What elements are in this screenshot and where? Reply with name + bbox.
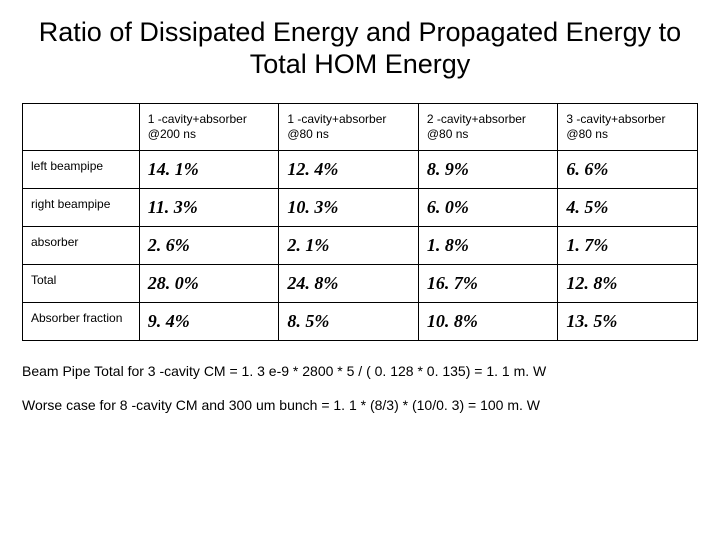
col-header: 3 -cavity+absorber @80 ns (558, 103, 698, 150)
col-header: 2 -cavity+absorber @80 ns (418, 103, 558, 150)
row-label: absorber (23, 226, 140, 264)
table-cell: 2. 1% (279, 226, 419, 264)
table-cell: 4. 5% (558, 188, 698, 226)
page-title: Ratio of Dissipated Energy and Propagate… (22, 16, 698, 81)
col-header: 1 -cavity+absorber @80 ns (279, 103, 419, 150)
table-cell: 10. 8% (418, 302, 558, 340)
table-cell: 9. 4% (139, 302, 279, 340)
table-cell: 2. 6% (139, 226, 279, 264)
table-cell: 1. 8% (418, 226, 558, 264)
row-label: Absorber fraction (23, 302, 140, 340)
table-cell: 14. 1% (139, 150, 279, 188)
table-cell: 10. 3% (279, 188, 419, 226)
table-cell: 24. 8% (279, 264, 419, 302)
col-header: 1 -cavity+absorber @200 ns (139, 103, 279, 150)
row-label: right beampipe (23, 188, 140, 226)
table-cell: 6. 0% (418, 188, 558, 226)
table-cell: 6. 6% (558, 150, 698, 188)
energy-ratio-table: 1 -cavity+absorber @200 ns 1 -cavity+abs… (22, 103, 698, 341)
table-cell: 11. 3% (139, 188, 279, 226)
table-cell: 1. 7% (558, 226, 698, 264)
table-cell: 16. 7% (418, 264, 558, 302)
table-row: right beampipe 11. 3% 10. 3% 6. 0% 4. 5% (23, 188, 698, 226)
row-label: left beampipe (23, 150, 140, 188)
table-cell: 13. 5% (558, 302, 698, 340)
table-cell: 8. 5% (279, 302, 419, 340)
table-cell: 28. 0% (139, 264, 279, 302)
row-label: Total (23, 264, 140, 302)
table-row: left beampipe 14. 1% 12. 4% 8. 9% 6. 6% (23, 150, 698, 188)
table-cell: 12. 8% (558, 264, 698, 302)
footnote-line: Beam Pipe Total for 3 -cavity CM = 1. 3 … (22, 363, 698, 379)
footnotes: Beam Pipe Total for 3 -cavity CM = 1. 3 … (22, 363, 698, 413)
table-row: Absorber fraction 9. 4% 8. 5% 10. 8% 13.… (23, 302, 698, 340)
footnote-line: Worse case for 8 -cavity CM and 300 um b… (22, 397, 698, 413)
table-corner-cell (23, 103, 140, 150)
table-cell: 8. 9% (418, 150, 558, 188)
table-row: absorber 2. 6% 2. 1% 1. 8% 1. 7% (23, 226, 698, 264)
table-row: Total 28. 0% 24. 8% 16. 7% 12. 8% (23, 264, 698, 302)
table-cell: 12. 4% (279, 150, 419, 188)
